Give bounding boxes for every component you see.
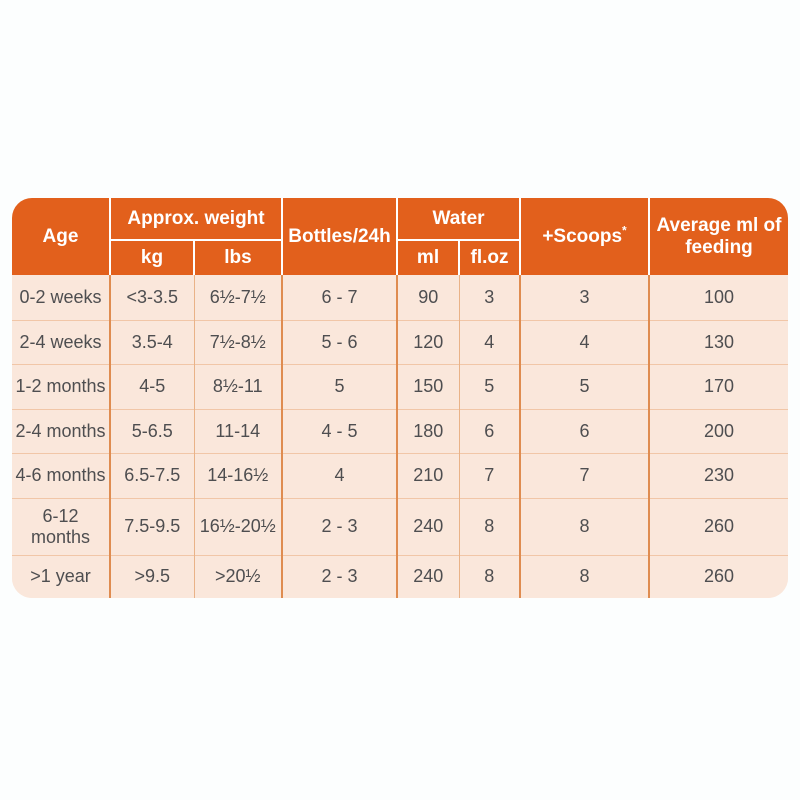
table-body: 0-2 weeks <3-3.5 6½-7½ 6 - 7 90 3 3 100 …	[12, 275, 788, 598]
cell-age: 2-4 weeks	[12, 319, 110, 364]
cell-water-ml: 150	[396, 363, 460, 409]
scoops-label: +Scoops	[542, 225, 623, 247]
cell-bottles: 5 - 6	[281, 319, 398, 364]
column-header-age: Age	[12, 198, 110, 275]
header-row-groups: Age Approx. weight Bottles/24h Water +Sc…	[12, 198, 788, 275]
cell-water-floz: 3	[458, 275, 521, 320]
cell-water-floz: 7	[458, 452, 521, 498]
cell-age: >1 year	[12, 554, 110, 598]
table-row: 0-2 weeks <3-3.5 6½-7½ 6 - 7 90 3 3 100	[12, 275, 788, 320]
cell-average-ml: 260	[648, 497, 788, 555]
cell-scoops: 5	[519, 363, 650, 409]
cell-bottles: 4	[281, 452, 398, 498]
cell-age: 4-6 months	[12, 452, 110, 498]
table-row: >1 year >9.5 >20½ 2 - 3 240 8 8 260	[12, 554, 788, 598]
table-row: 6-12 months 7.5-9.5 16½-20½ 2 - 3 240 8 …	[12, 497, 788, 555]
cell-lbs: >20½	[193, 554, 283, 598]
cell-water-floz: 8	[458, 497, 521, 555]
cell-water-ml: 90	[396, 275, 460, 320]
cell-bottles: 5	[281, 363, 398, 409]
cell-water-ml: 240	[396, 497, 460, 555]
cell-average-ml: 170	[648, 363, 788, 409]
column-header-bottles-24h: Bottles/24h	[281, 198, 398, 275]
cell-age: 1-2 months	[12, 363, 110, 409]
table-header: Age Approx. weight Bottles/24h Water +Sc…	[12, 198, 788, 275]
cell-age: 6-12 months	[12, 497, 110, 555]
cell-kg: 6.5-7.5	[109, 452, 194, 498]
column-header-lbs: lbs	[192, 239, 283, 275]
cell-scoops: 7	[519, 452, 650, 498]
cell-kg: >9.5	[109, 554, 194, 598]
cell-kg: <3-3.5	[109, 275, 194, 320]
cell-water-floz: 5	[458, 363, 521, 409]
feeding-table: Age Approx. weight Bottles/24h Water +Sc…	[12, 198, 788, 598]
column-header-water: Water	[396, 198, 521, 240]
cell-lbs: 16½-20½	[193, 497, 283, 555]
cell-age: 0-2 weeks	[12, 275, 110, 320]
table-row: 2-4 months 5-6.5 11-14 4 - 5 180 6 6 200	[12, 408, 788, 453]
cell-average-ml: 130	[648, 319, 788, 364]
cell-lbs: 6½-7½	[193, 275, 283, 320]
cell-average-ml: 100	[648, 275, 788, 320]
table-row: 2-4 weeks 3.5-4 7½-8½ 5 - 6 120 4 4 130	[12, 319, 788, 364]
cell-scoops: 4	[519, 319, 650, 364]
cell-lbs: 7½-8½	[193, 319, 283, 364]
cell-kg: 4-5	[109, 363, 194, 409]
column-header-floz: fl.oz	[458, 239, 521, 275]
cell-kg: 3.5-4	[109, 319, 194, 364]
column-header-kg: kg	[109, 239, 194, 275]
cell-water-ml: 210	[396, 452, 460, 498]
cell-age: 2-4 months	[12, 408, 110, 453]
cell-water-ml: 240	[396, 554, 460, 598]
cell-scoops: 3	[519, 275, 650, 320]
cell-scoops: 6	[519, 408, 650, 453]
cell-water-ml: 180	[396, 408, 460, 453]
cell-average-ml: 260	[648, 554, 788, 598]
cell-kg: 5-6.5	[109, 408, 194, 453]
column-header-approx-weight: Approx. weight	[108, 198, 283, 240]
cell-water-ml: 120	[396, 319, 460, 364]
table-row: 1-2 months 4-5 8½-11 5 150 5 5 170	[12, 363, 788, 409]
cell-average-ml: 230	[648, 452, 788, 498]
cell-bottles: 4 - 5	[281, 408, 398, 453]
table-row: 4-6 months 6.5-7.5 14-16½ 4 210 7 7 230	[12, 452, 788, 498]
cell-lbs: 8½-11	[193, 363, 283, 409]
cell-water-floz: 8	[458, 554, 521, 598]
cell-lbs: 11-14	[193, 408, 283, 453]
column-header-average-ml: Average ml of feeding	[648, 198, 788, 275]
cell-bottles: 2 - 3	[281, 554, 398, 598]
cell-average-ml: 200	[648, 408, 788, 453]
cell-scoops: 8	[519, 497, 650, 555]
column-header-ml: ml	[396, 239, 460, 275]
cell-water-floz: 6	[458, 408, 521, 453]
cell-lbs: 14-16½	[193, 452, 283, 498]
scoops-asterisk: *	[622, 223, 627, 238]
cell-scoops: 8	[519, 554, 650, 598]
cell-kg: 7.5-9.5	[109, 497, 194, 555]
cell-water-floz: 4	[458, 319, 521, 364]
cell-bottles: 6 - 7	[281, 275, 398, 320]
header-row-units: kg lbs ml fl.oz	[12, 239, 788, 275]
cell-bottles: 2 - 3	[281, 497, 398, 555]
column-header-scoops: +Scoops*	[519, 198, 650, 275]
feeding-table-container: Age Approx. weight Bottles/24h Water +Sc…	[12, 198, 788, 598]
